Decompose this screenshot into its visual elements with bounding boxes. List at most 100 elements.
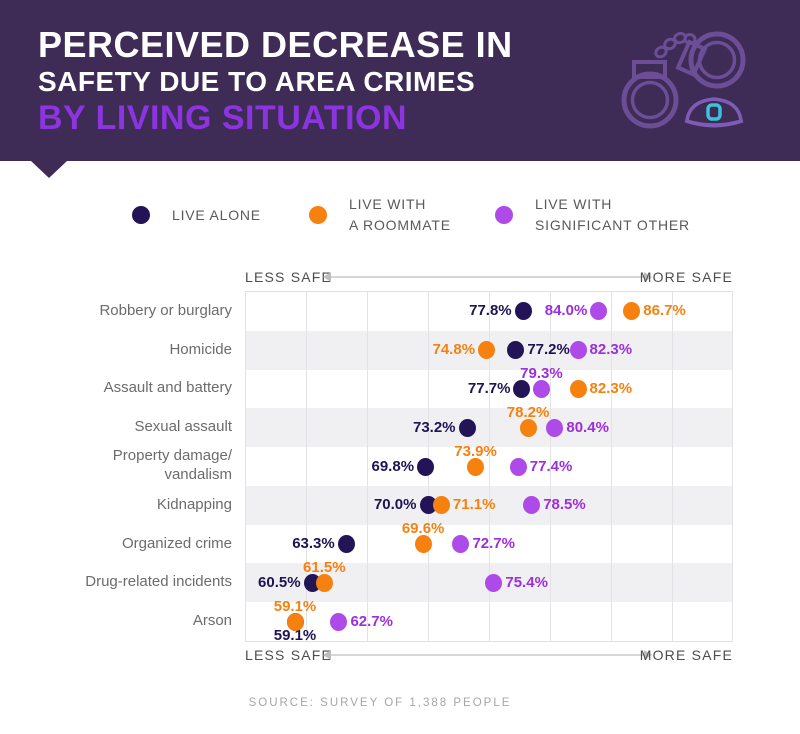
gridline — [306, 292, 307, 641]
dot-live-alone — [417, 457, 435, 476]
value-label: 75.4% — [505, 573, 548, 591]
dot-live-alone — [514, 302, 532, 321]
banner-notch — [31, 161, 67, 178]
dot-live-with-significant-other — [509, 457, 527, 476]
dot-live-with-significant-other — [452, 535, 470, 554]
axis-bottom: LESS SAFE MORE SAFE — [245, 646, 733, 664]
value-label: 77.2% — [527, 341, 570, 359]
gridline — [611, 292, 612, 641]
dot-live-with-a-roommate — [519, 418, 537, 437]
dot-live-alone — [513, 379, 531, 398]
value-label: 63.3% — [292, 535, 335, 553]
more-safe-label-top: MORE SAFE — [639, 269, 733, 285]
value-label: 72.7% — [472, 535, 515, 553]
category-label: Robbery or burglary — [99, 301, 232, 319]
dot-live-with-significant-other — [523, 496, 541, 515]
legend-item-live-with-significant-other: LIVE WITH SIGNIFICANT OTHER — [495, 192, 690, 238]
less-safe-label-top: LESS SAFE — [245, 269, 333, 285]
category-label: Sexual assault — [134, 418, 232, 436]
badge-icon — [706, 103, 722, 121]
title-line-1: PERCEIVED DECREASE IN — [38, 24, 513, 65]
dot-live-with-a-roommate — [315, 573, 333, 592]
dot-live-alone — [419, 496, 437, 515]
category-label: Property damage/vandalism — [112, 447, 232, 484]
handcuffs-and-police-cap-icon — [621, 31, 746, 129]
source-note: SOURCE: SURVEY OF 1,388 PEOPLE — [248, 697, 512, 709]
gridline — [672, 292, 673, 641]
gridline — [489, 292, 490, 641]
dot-live-alone — [337, 535, 355, 554]
value-label: 59.1% — [273, 626, 317, 644]
legend-label: LIVE WITH A ROOMMATE — [349, 196, 451, 233]
value-label: 62.7% — [350, 612, 393, 630]
dot-live-with-significant-other — [569, 341, 587, 360]
value-label: 78.2% — [506, 403, 550, 421]
category-label: Homicide — [169, 340, 232, 358]
dot-live-with-a-roommate — [478, 341, 496, 360]
value-label: 84.0% — [544, 302, 588, 320]
value-label: 70.0% — [373, 496, 417, 514]
legend-label: LIVE ALONE — [172, 206, 261, 223]
category-label: Assault and battery — [103, 379, 232, 397]
legend: LIVE ALONE LIVE WITH A ROOMMATE LIVE WITH SI… — [0, 192, 800, 238]
police-cap-icon — [684, 97, 744, 128]
value-label: 82.3% — [589, 341, 633, 359]
legend-dot-live-with-significant-other — [495, 206, 513, 224]
value-label: 73.9% — [454, 442, 497, 460]
title-line-3: BY LIVING SITUATION — [38, 99, 408, 137]
legend-item-live-with-a-roommate: LIVE WITH A ROOMMATE — [309, 192, 451, 238]
dot-live-with-significant-other — [546, 418, 564, 437]
value-label: 74.8% — [432, 341, 476, 359]
dot-live-with-a-roommate — [623, 302, 641, 321]
value-label: 77.4% — [529, 457, 573, 475]
value-label: 82.3% — [589, 379, 633, 397]
value-label: 79.3% — [520, 364, 563, 382]
category-labels: Robbery or burglary Homicide Assault and b… — [0, 291, 232, 640]
less-safe-label-bottom: LESS SAFE — [245, 647, 333, 663]
axis-top: LESS SAFE MORE SAFE — [245, 268, 733, 286]
gridline — [367, 292, 368, 641]
dot-live-alone — [507, 341, 525, 360]
gridline — [245, 292, 246, 641]
dot-live-with-a-roommate — [414, 535, 432, 554]
title-line-2: SAFETY DUE TO AREA CRIMES — [38, 66, 476, 97]
value-label: 59.1% — [273, 597, 317, 615]
value-label: 80.4% — [566, 418, 609, 436]
value-label: 77.8% — [469, 302, 512, 320]
legend-dot-live-with-a-roommate — [309, 206, 327, 224]
value-label: 73.2% — [412, 418, 456, 436]
category-label: Kidnapping — [156, 495, 232, 513]
legend-item-live-alone: LIVE ALONE — [132, 192, 261, 238]
double-arrow-icon — [323, 650, 652, 660]
dot-live-with-significant-other — [532, 379, 550, 398]
header-banner: PERCEIVED DECREASE IN SAFETY DUE TO AREA… — [0, 0, 800, 161]
legend-dot-live-alone — [132, 206, 150, 224]
gridline — [550, 292, 551, 641]
category-label: Drug-related incidents — [85, 573, 232, 591]
more-safe-label-bottom: MORE SAFE — [639, 647, 733, 663]
category-label: Arson — [192, 612, 232, 630]
value-label: 86.7% — [643, 302, 686, 320]
value-label: 61.5% — [303, 558, 346, 576]
double-arrow-icon — [323, 272, 652, 282]
value-label: 60.5% — [258, 573, 301, 591]
dot-live-with-significant-other — [590, 302, 608, 321]
value-label: 78.5% — [543, 496, 586, 514]
dot-live-with-significant-other — [330, 612, 348, 631]
dot-live-with-a-roommate — [467, 457, 485, 476]
handcuffs-icon — [621, 31, 746, 129]
dot-live-alone — [458, 418, 476, 437]
value-label: 71.1% — [452, 496, 496, 514]
value-label: 69.6% — [401, 520, 445, 538]
value-label: 77.7% — [467, 379, 511, 397]
legend-label: LIVE WITH SIGNIFICANT OTHER — [535, 196, 690, 233]
dot-live-with-significant-other — [485, 573, 503, 592]
dot-live-with-a-roommate — [286, 612, 304, 631]
category-label: Organized crime — [121, 534, 232, 552]
dot-live-with-a-roommate — [569, 379, 587, 398]
value-label: 69.8% — [371, 457, 415, 475]
dot-plot: 77.8% 84.0% 86.7% 74.8% 77.2% 82.3% 77.7% 79.3%… — [245, 291, 733, 644]
gridline — [732, 292, 733, 641]
dot-live-with-a-roommate — [432, 496, 450, 515]
